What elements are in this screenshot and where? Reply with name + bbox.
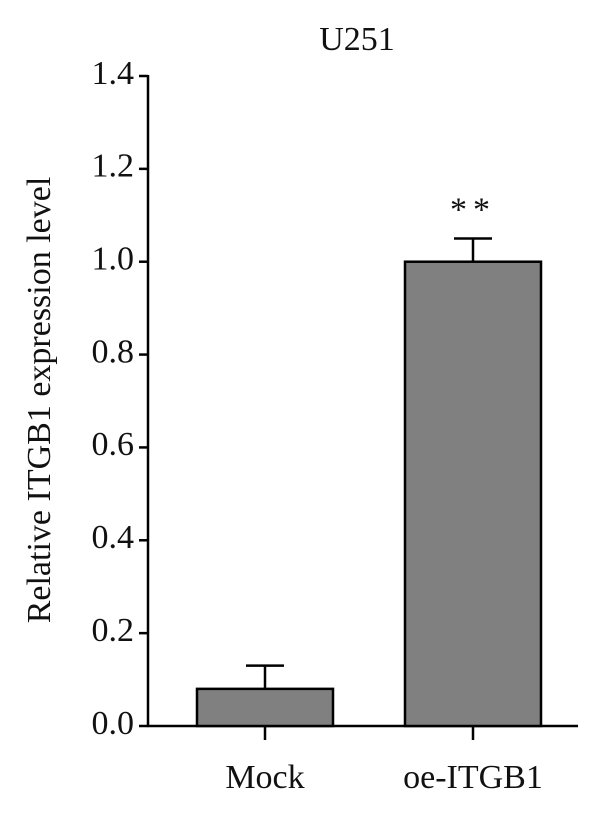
chart-title: U251 (319, 21, 395, 58)
y-tick-label: 1.4 (92, 55, 135, 92)
y-tick-label: 0.0 (92, 705, 135, 742)
y-tick-label: 0.8 (92, 333, 135, 370)
y-tick-label: 1.2 (92, 148, 135, 185)
y-tick-label: 0.2 (92, 612, 135, 649)
x-tick-label: Mock (225, 759, 304, 796)
y-tick-label: 0.4 (92, 519, 135, 556)
y-tick-label: 0.6 (92, 426, 135, 463)
bar (195, 687, 335, 728)
bar (403, 260, 543, 728)
x-tick-label: oe-ITGB1 (403, 759, 543, 796)
significance-annotation: ** (450, 191, 496, 228)
y-axis-label: Relative ITGB1 expression level (21, 177, 58, 624)
y-tick-label: 1.0 (92, 241, 135, 278)
